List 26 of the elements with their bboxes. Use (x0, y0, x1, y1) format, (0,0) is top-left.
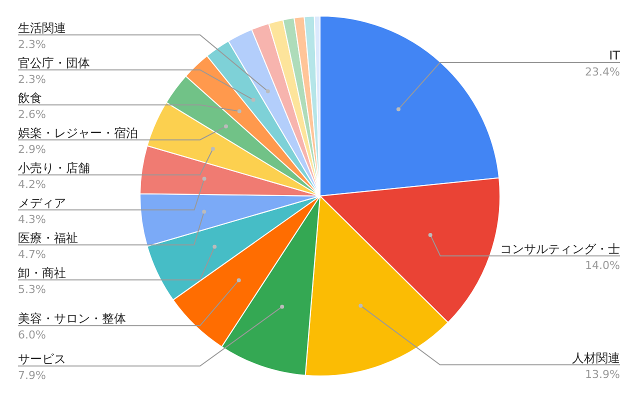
data-label: 23.4% (585, 65, 620, 78)
data-label: 2.3% (18, 38, 46, 51)
slice-label: 美容・サロン・整体 (18, 312, 126, 326)
data-label: 13.9% (585, 368, 620, 381)
data-label: 7.9% (18, 369, 46, 382)
slice-label: IT (609, 48, 621, 62)
slice-label: 娯楽・レジャー・宿泊 (18, 126, 138, 140)
data-label: 2.3% (18, 72, 46, 86)
slice-label: サービス (18, 352, 66, 366)
slice-label: 官公庁・団体 (18, 56, 90, 70)
slice-label: 医療・福祉 (18, 230, 78, 245)
data-label: 14.0% (585, 258, 620, 272)
data-label: 2.6% (18, 108, 46, 121)
slice-label: 小売り・店舗 (18, 160, 90, 175)
data-label: 4.7% (18, 248, 46, 261)
data-label: 4.2% (18, 178, 46, 191)
slice-label: 飲食 (18, 90, 42, 105)
slice-label: 人材関連 (572, 350, 620, 365)
slice-label: メディア (18, 196, 66, 210)
data-label: 5.3% (18, 282, 46, 296)
slice-label: 卸・商社 (18, 266, 66, 280)
data-label: 6.0% (18, 328, 46, 342)
slice-label: 生活関連 (18, 20, 66, 35)
slice-label: コンサルティング・士 (500, 242, 620, 256)
data-label: 2.9% (18, 142, 46, 156)
data-label: 4.3% (18, 212, 46, 226)
